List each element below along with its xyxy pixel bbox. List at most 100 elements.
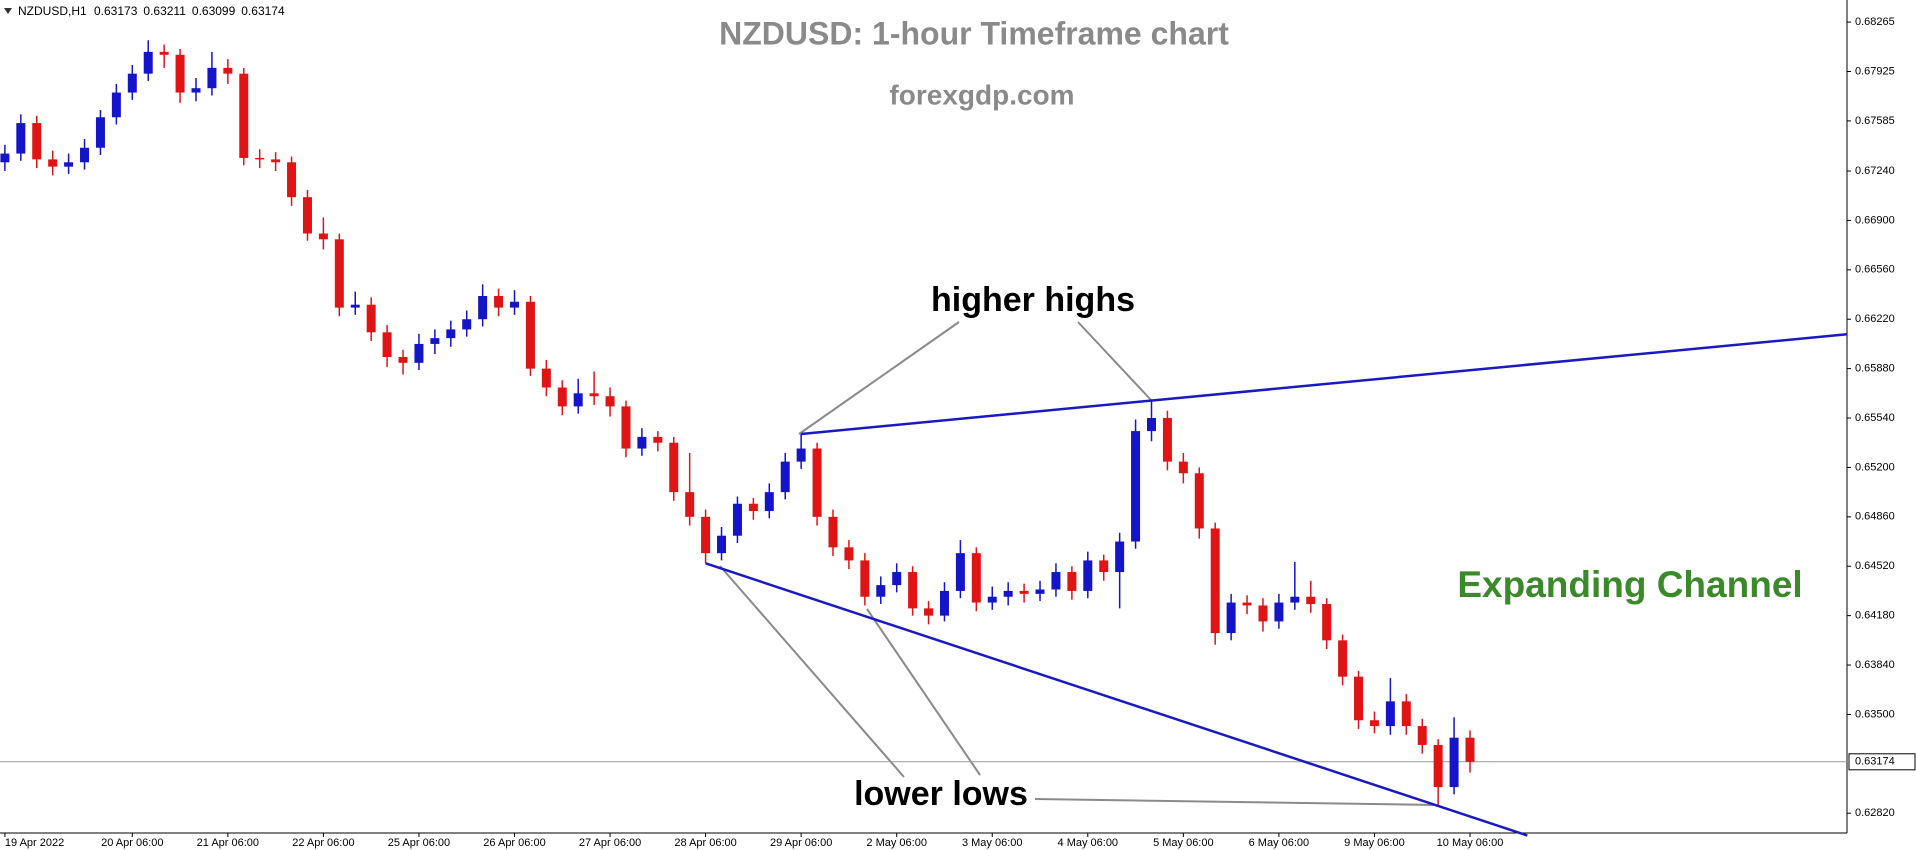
candle-body <box>1178 461 1188 474</box>
ohlc-value: 0.63211 <box>143 4 186 18</box>
candle-body <box>541 368 551 388</box>
candle-body <box>589 393 599 397</box>
connector <box>1077 321 1152 401</box>
candle-body <box>255 157 265 160</box>
symbol: NZDUSD,H1 <box>18 4 87 18</box>
candle-body <box>366 304 376 333</box>
candle-body <box>892 572 902 586</box>
y-tick-label: 0.65880 <box>1855 363 1895 375</box>
x-tick-label: 9 May 06:00 <box>1344 837 1405 849</box>
candle-body <box>462 319 472 330</box>
x-tick-label: 20 Apr 06:00 <box>101 837 163 849</box>
candle-body <box>1274 602 1284 622</box>
y-tick-label: 0.64520 <box>1855 560 1895 572</box>
candle-body <box>605 396 615 407</box>
candle-body <box>271 159 281 163</box>
candle-body <box>1083 560 1093 591</box>
x-tick-label: 6 May 06:00 <box>1249 837 1310 849</box>
candle-body <box>573 393 583 407</box>
candle-body <box>350 304 360 308</box>
y-tick-label: 0.68265 <box>1855 16 1895 28</box>
candle-body <box>1354 676 1364 721</box>
connector <box>798 321 960 435</box>
trendline <box>705 562 1528 837</box>
x-tick-label: 26 Apr 06:00 <box>483 837 545 849</box>
candle-body <box>1115 541 1125 573</box>
candle-body <box>876 585 886 597</box>
candle-body <box>207 67 217 89</box>
candle-body <box>48 159 58 167</box>
candle-body <box>1369 720 1379 727</box>
candle-body <box>191 88 201 93</box>
trendline <box>801 333 1848 436</box>
candle-body <box>111 92 121 118</box>
candle-body <box>494 295 504 308</box>
y-tick-label: 0.66900 <box>1855 214 1895 226</box>
candle-body <box>510 301 519 308</box>
candle-body <box>414 343 424 363</box>
candle-body <box>812 448 822 517</box>
candle-body <box>223 67 233 74</box>
y-tick-label: 0.65540 <box>1855 412 1895 424</box>
x-tick-label: 29 Apr 06:00 <box>770 837 832 849</box>
y-tick-label: 0.64180 <box>1855 610 1895 622</box>
candle-body <box>1099 560 1109 573</box>
candle-body <box>1131 431 1141 542</box>
candle-body <box>1290 596 1300 603</box>
candle-body <box>844 547 854 561</box>
x-tick-label: 2 May 06:00 <box>866 837 927 849</box>
candle-body <box>1147 418 1156 432</box>
candle-body <box>1258 605 1268 622</box>
pattern-label: Expanding Channel <box>1457 564 1802 605</box>
candle-body <box>0 153 10 163</box>
candle-body <box>64 162 74 167</box>
candle-body <box>1322 604 1332 641</box>
candle-body <box>1449 737 1459 788</box>
candle-body <box>1067 572 1077 591</box>
x-tick-label: 27 Apr 06:00 <box>579 837 641 849</box>
ohlc-value: 0.63174 <box>241 4 285 18</box>
x-tick-label: 10 May 06:00 <box>1437 837 1504 849</box>
y-tick-label: 0.62820 <box>1855 807 1895 819</box>
candle-body <box>1338 640 1348 677</box>
candle-body <box>701 516 711 554</box>
last-price-box <box>1848 753 1916 771</box>
candle-body <box>382 332 392 357</box>
candle-body <box>239 73 249 158</box>
candle-body <box>16 123 26 154</box>
ohlc-value: 0.63099 <box>192 4 236 18</box>
candle-body <box>143 51 153 74</box>
candle-body <box>685 492 695 517</box>
candle-body <box>175 54 185 93</box>
candle-body <box>80 147 90 163</box>
candle-body <box>621 406 631 449</box>
y-tick-label: 0.65200 <box>1855 461 1895 473</box>
ohlc-header: 0.63173 0.63211 0.63099 0.63174 <box>94 4 285 18</box>
menu-arrow <box>4 8 12 14</box>
x-tick-label: 4 May 06:00 <box>1058 837 1119 849</box>
candle-body <box>939 590 949 616</box>
candle-body <box>1210 528 1220 634</box>
x-tick-label: 21 Apr 06:00 <box>197 837 259 849</box>
candle-body <box>1242 602 1252 606</box>
y-tick-label: 0.67585 <box>1855 115 1895 127</box>
y-tick-label: 0.63840 <box>1855 659 1895 671</box>
y-tick-label: 0.64860 <box>1855 511 1895 523</box>
x-tick-label: 28 Apr 06:00 <box>674 837 736 849</box>
x-tick-label: 5 May 06:00 <box>1153 837 1214 849</box>
ohlc-value: 0.63173 <box>94 4 138 18</box>
candle-body <box>908 572 918 609</box>
candle-body <box>1051 572 1061 590</box>
candle-body <box>748 503 758 512</box>
candle-body <box>95 117 105 148</box>
y-tick-label: 0.67240 <box>1855 165 1895 177</box>
candle-body <box>828 516 838 548</box>
y-tick-label: 0.63500 <box>1855 708 1895 720</box>
y-tick-label: 0.66220 <box>1855 313 1895 325</box>
x-tick-label: 3 May 06:00 <box>962 837 1023 849</box>
candle-body <box>732 503 742 536</box>
last-price-label: 0.63174 <box>1855 756 1895 768</box>
candle-body <box>796 448 806 462</box>
